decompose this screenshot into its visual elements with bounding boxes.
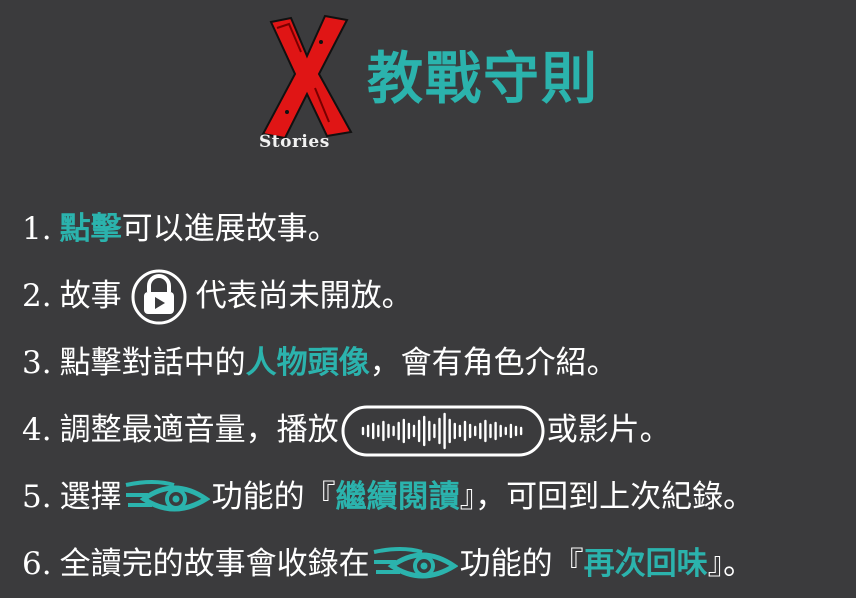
rule-text: 點擊對話中的 — [59, 345, 246, 381]
rule-number: 2. — [22, 278, 52, 314]
highlight-text: 再次回味 — [583, 546, 708, 582]
rule-text: 代表尚未開放。 — [195, 278, 413, 314]
rule-text: 功能的『 — [459, 546, 584, 582]
rule-text: ，會有角色介紹。 — [369, 345, 618, 381]
highlight-text: 人物頭像 — [245, 345, 370, 381]
rule-item: 5. 選擇 功能的『 繼續閱讀 』，可回到上次紀錄。 — [22, 464, 852, 531]
rule-text: 功能的『 — [211, 479, 336, 515]
rule-item: 3. 點擊對話中的 人物頭像 ，會有角色介紹。 — [22, 330, 852, 397]
rule-text: 全讀完的故事會收錄在 — [59, 546, 370, 582]
lock-play-icon — [124, 268, 194, 326]
rule-text: 選擇 — [59, 479, 122, 515]
eye-swoosh-icon — [124, 475, 210, 521]
rule-item: 1. 點擊 可以進展故事。 — [22, 196, 852, 263]
rule-number: 5. — [22, 479, 52, 515]
x-logo-icon — [261, 14, 353, 139]
logo-text: Stories — [259, 132, 330, 152]
audio-waveform-icon — [341, 405, 545, 457]
rule-number: 1. — [22, 211, 52, 247]
rules-list: 1. 點擊 可以進展故事。 2. 故事 代表尚未開放。 3. 點擊對話中的 人物頭像 ，會有角色… — [22, 196, 852, 598]
page-title: 教戰守則 — [367, 47, 599, 112]
rule-text: 或影片。 — [546, 412, 671, 448]
rule-item: 2. 故事 代表尚未開放。 — [22, 263, 852, 330]
rule-number: 6. — [22, 546, 52, 582]
rule-text: 』，可回到上次紀錄。 — [459, 479, 755, 515]
rule-text: 可以進展故事。 — [121, 211, 339, 247]
highlight-text: 繼續閱讀 — [335, 479, 460, 515]
x-stories-logo: Stories — [255, 14, 365, 159]
rule-number: 3. — [22, 345, 52, 381]
rule-item: 4. 調整最適音量，播放 或影片。 — [22, 397, 852, 464]
highlight-text: 點擊 — [59, 211, 122, 247]
header: Stories 教戰守則 — [255, 14, 655, 164]
rule-item: 6. 全讀完的故事會收錄在 功能的『 再次回味』。 — [22, 531, 852, 598]
eye-swoosh-icon — [372, 542, 458, 588]
rule-text: 』。 — [707, 546, 755, 582]
rule-number: 4. — [22, 412, 52, 448]
rule-text: 調整最適音量，播放 — [59, 412, 339, 448]
rule-text: 故事 — [59, 278, 122, 314]
